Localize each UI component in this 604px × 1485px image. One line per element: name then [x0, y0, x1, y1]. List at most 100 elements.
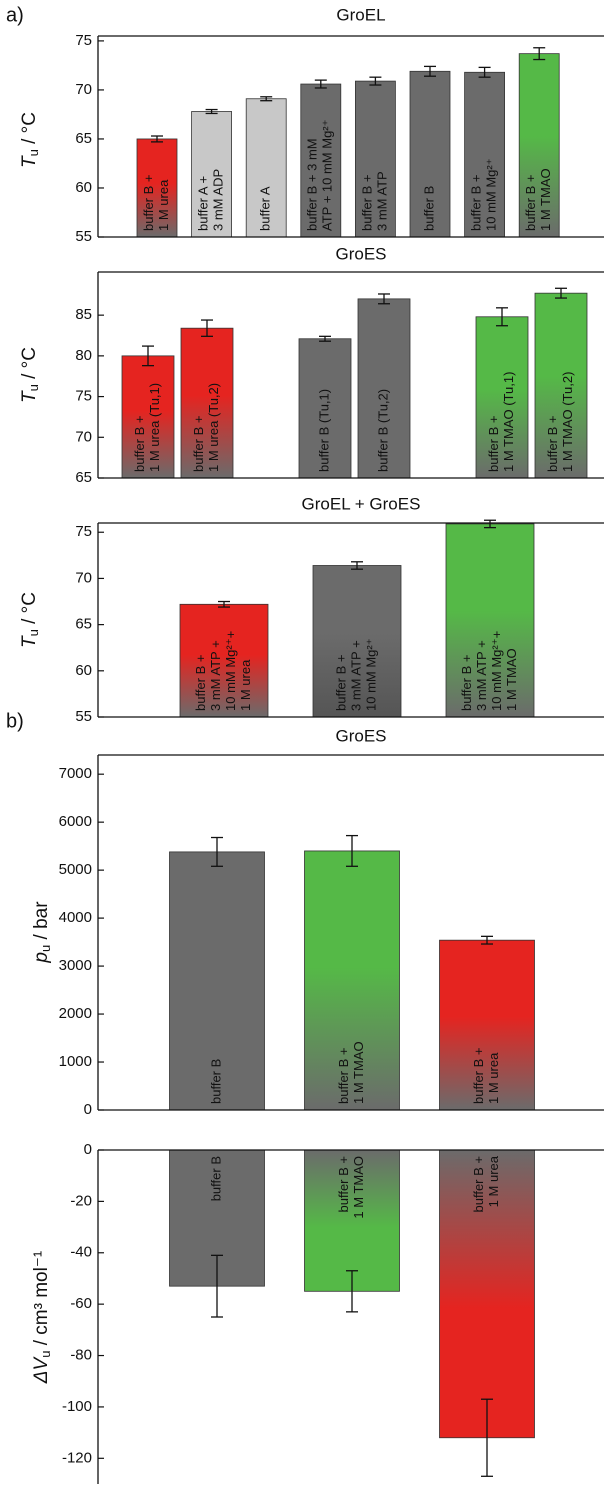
bar [298, 338, 352, 479]
y-tick-label: 55 [75, 228, 92, 245]
y-tick-label: 3000 [59, 957, 92, 974]
bar [464, 71, 506, 238]
bar [169, 851, 265, 1111]
bar-label: buffer B + [486, 416, 501, 473]
chart-title: GroEL [336, 5, 385, 24]
y-axis-label: ΔVu / cm³ mol⁻¹ [31, 1251, 53, 1384]
bar-label: buffer B (Tu,2) [375, 389, 390, 472]
bar [534, 292, 588, 479]
error-bar [218, 600, 230, 608]
bar-label: buffer B + [471, 1048, 486, 1105]
error-bar [481, 935, 493, 945]
y-tick-label: -80 [70, 1347, 92, 1364]
bar-label: 1 M urea (Tu,1) [147, 383, 162, 472]
bar [439, 1149, 535, 1439]
error-bar [151, 135, 163, 143]
panel-label: b) [6, 710, 24, 732]
bar-label: 1 M TMAO [538, 168, 553, 231]
bar-label: buffer B + [336, 1048, 351, 1105]
bar [245, 98, 287, 238]
y-tick-label: 60 [75, 662, 92, 679]
y-tick-label: 55 [75, 708, 92, 725]
error-bar [211, 836, 223, 867]
bar [180, 327, 234, 479]
error-bar [201, 319, 213, 337]
bar-label: 1 M urea [238, 659, 253, 711]
y-tick-label: -120 [62, 1449, 92, 1466]
bar-label: buffer B (Tu,1) [316, 389, 331, 472]
error-bar [314, 79, 327, 89]
y-tick-label: 65 [75, 469, 92, 486]
bar-label: 10 mM Mg²⁺ [484, 158, 499, 231]
bar-label: buffer B + [132, 416, 147, 473]
y-tick-label: 80 [75, 347, 92, 364]
chart-title: GroES [335, 244, 386, 263]
y-tick-label: 70 [75, 81, 92, 98]
bar-label: ATP + 10 mM Mg²⁺ [320, 120, 335, 232]
bar-label: 1 M urea [486, 1155, 501, 1207]
error-bar [481, 1398, 493, 1477]
bar-label: buffer B + [459, 655, 474, 712]
bar-label: buffer B + [359, 175, 374, 232]
bar-label: buffer B + [141, 175, 156, 232]
y-axis-label: pu / bar [31, 901, 53, 964]
bar [312, 565, 402, 718]
bar [475, 316, 529, 479]
bar [357, 298, 411, 479]
bar-label: 1 M TMAO (Tu,2) [560, 372, 575, 472]
y-tick-label: 75 [75, 32, 92, 49]
error-bar [378, 293, 390, 305]
chart-title: GroES [335, 726, 386, 745]
bar-label: 3 mM ATP [374, 171, 389, 231]
error-bar [369, 76, 382, 86]
bar-label: 1 M urea [486, 1052, 501, 1104]
bar-label: 3 mM ATP + [348, 640, 363, 711]
bar-label: 1 M urea [156, 179, 171, 231]
y-axis-label: Tu / °C [19, 592, 41, 648]
bar [439, 939, 535, 1111]
bar-label: buffer A + [196, 176, 211, 231]
error-bar [211, 1254, 223, 1318]
y-tick-label: 70 [75, 428, 92, 445]
y-axis-label: Tu / °C [19, 347, 41, 403]
y-tick-label: 65 [75, 130, 92, 147]
y-tick-label: -100 [62, 1398, 92, 1415]
bar [121, 355, 175, 479]
bar-label: 1 M TMAO (Tu,1) [501, 372, 516, 472]
error-bar [496, 307, 508, 327]
y-tick-label: -20 [70, 1192, 92, 1209]
y-tick-label: 2000 [59, 1005, 92, 1022]
bar-label: buffer B + [193, 655, 208, 712]
y-tick-label: 6000 [59, 813, 92, 830]
y-tick-label: 5000 [59, 861, 92, 878]
error-bar [346, 834, 358, 867]
error-bar [484, 519, 496, 529]
bar-label: 10 mM Mg²⁺+ [223, 631, 238, 711]
bar-label: 3 mM ADP [211, 169, 226, 231]
bar-label: 3 mM ATP + [474, 640, 489, 711]
bar-label: 1 M urea (Tu,2) [206, 383, 221, 472]
bar-label: 10 mM Mg²⁺+ [489, 631, 504, 711]
bar-label: buffer B + [469, 175, 484, 232]
y-tick-label: 60 [75, 179, 92, 196]
bar-label: buffer B [421, 186, 436, 231]
y-tick-label: 75 [75, 523, 92, 540]
error-bar [351, 561, 363, 570]
error-bar [319, 335, 331, 342]
error-bar [478, 66, 491, 78]
y-tick-label: 4000 [59, 909, 92, 926]
y-tick-label: -60 [70, 1295, 92, 1312]
bar-label: buffer A [258, 186, 273, 231]
bar-label: buffer B [208, 1156, 223, 1201]
bar [518, 53, 560, 238]
bar-label: 3 mM ATP + [208, 640, 223, 711]
bar [136, 138, 178, 238]
bar-label: 1 M TMAO [351, 1156, 366, 1219]
y-tick-label: -40 [70, 1244, 92, 1261]
bar-label: buffer B + [333, 655, 348, 712]
bar-label: 1 M TMAO [351, 1041, 366, 1104]
bar [445, 523, 535, 718]
bar [304, 1149, 400, 1292]
bar-label: 1 M TMAO [504, 648, 519, 711]
